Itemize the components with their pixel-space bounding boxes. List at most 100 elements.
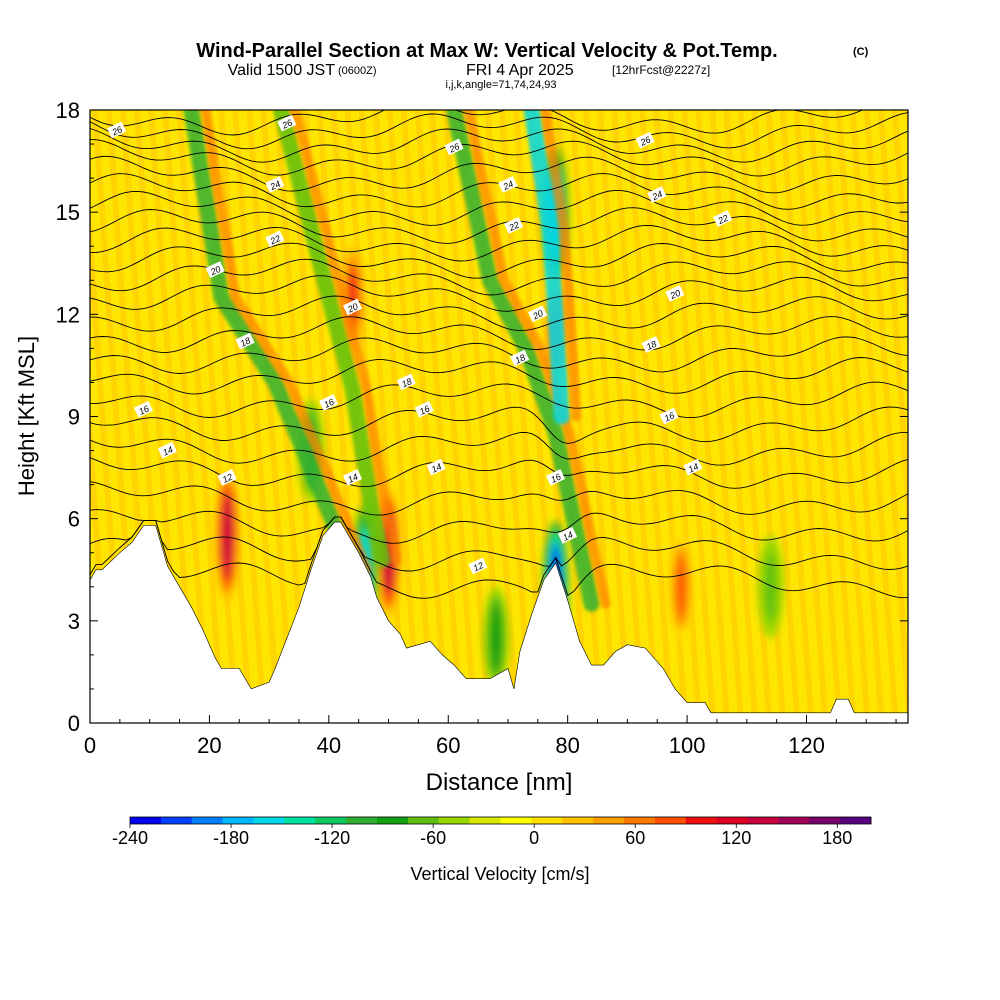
subtitle: Valid 1500 JST (0600Z) FRI 4 Apr 2025 [1… bbox=[228, 62, 711, 79]
colorbar-swatch-23 bbox=[840, 817, 872, 824]
svg-text:14: 14 bbox=[561, 530, 574, 543]
wave-band-up-2 bbox=[463, 110, 611, 609]
svg-text:26: 26 bbox=[638, 134, 652, 148]
svg-text:26: 26 bbox=[447, 141, 461, 155]
colorbar-swatch-14 bbox=[562, 817, 594, 824]
wave-band-up-3 bbox=[540, 110, 581, 422]
terrain bbox=[90, 521, 908, 723]
colorbar-tick-label-2: -120 bbox=[314, 828, 350, 848]
terrain-mask bbox=[90, 521, 908, 723]
forecast-info: [12hrFcst@2227z] bbox=[612, 63, 710, 77]
contour-label-8: 22 bbox=[504, 216, 524, 234]
contour-label-20: 16 bbox=[414, 400, 434, 418]
svg-text:24: 24 bbox=[268, 179, 282, 193]
colorbar-swatch-17 bbox=[654, 817, 687, 824]
theta-contour-11 bbox=[90, 295, 908, 332]
contour-label-3: 26 bbox=[635, 131, 655, 149]
svg-text:24: 24 bbox=[501, 179, 515, 193]
contour-label-7: 22 bbox=[265, 230, 285, 248]
valid-date: FRI 4 Apr 2025 bbox=[466, 62, 574, 79]
colorbar-swatch-10 bbox=[438, 817, 471, 824]
colorbar-tick-label-7: 180 bbox=[822, 828, 852, 848]
theta-contour-15 bbox=[90, 224, 908, 262]
svg-text:20: 20 bbox=[208, 264, 222, 278]
svg-text:12: 12 bbox=[221, 472, 234, 485]
chart-title: Wind-Parallel Section at Max W: Vertical… bbox=[196, 40, 777, 62]
y-tick-label-2: 6 bbox=[68, 507, 80, 532]
contour-label-6: 24 bbox=[647, 186, 667, 204]
contour-label-27: 16 bbox=[545, 468, 566, 486]
theta-contour-22 bbox=[90, 112, 908, 150]
updraft-core-0 bbox=[214, 469, 241, 602]
axes: 0 20 40 60 80 100 120 0 3 6 9 12 15 18 bbox=[56, 98, 908, 758]
theta-contour-3 bbox=[90, 481, 908, 516]
contour-label-19: 16 bbox=[319, 394, 339, 411]
svg-text:12: 12 bbox=[472, 560, 485, 573]
x-tick-label-1: 20 bbox=[197, 733, 221, 758]
colorbar-swatch-4 bbox=[253, 817, 285, 824]
theta-contour-9 bbox=[90, 336, 908, 374]
svg-text:14: 14 bbox=[430, 461, 443, 474]
theta-contour-0 bbox=[90, 516, 908, 599]
contour-label-23: 14 bbox=[342, 468, 363, 486]
colorbar-swatch-21 bbox=[778, 817, 810, 824]
contour-label-13: 20 bbox=[665, 285, 685, 302]
svg-text:16: 16 bbox=[322, 397, 335, 410]
colorbar-swatch-12 bbox=[500, 817, 532, 824]
theta-contours bbox=[90, 110, 908, 599]
colorbar-label: Vertical Velocity [cm/s] bbox=[410, 864, 589, 884]
contour-label-0: 26 bbox=[107, 121, 127, 139]
theta-contour-13 bbox=[90, 258, 908, 296]
colorbar-swatch-1 bbox=[160, 817, 193, 824]
valid-prefix: Valid 1500 JST bbox=[228, 62, 336, 79]
contour-label-12: 20 bbox=[528, 305, 548, 323]
svg-text:16: 16 bbox=[549, 472, 562, 485]
downdraft-core-9 bbox=[482, 586, 510, 690]
contour-label-15: 18 bbox=[396, 373, 416, 391]
theta-contour-7 bbox=[90, 381, 908, 419]
svg-text:14: 14 bbox=[161, 444, 174, 457]
contour-label-29: 12 bbox=[468, 557, 488, 575]
svg-text:18: 18 bbox=[513, 352, 526, 365]
contour-label-28: 12 bbox=[217, 468, 237, 486]
plot-area: 26 26 26 26 24 24 24 22 22 22 20 20 20 20 18 18 18 18 16 16… bbox=[90, 110, 908, 723]
colorbar-swatch-18 bbox=[685, 817, 718, 824]
x-tick-label-5: 100 bbox=[669, 733, 706, 758]
wave-band-3 bbox=[523, 110, 570, 425]
colorbar-tick-label-6: 120 bbox=[721, 828, 751, 848]
contour-label-24: 14 bbox=[426, 458, 446, 476]
theta-contour-5 bbox=[90, 431, 908, 466]
colorbar: -240 -180 -120 -60 0 60 120 180 bbox=[112, 816, 872, 848]
svg-text:20: 20 bbox=[668, 288, 682, 302]
theta-contour-8 bbox=[90, 357, 908, 395]
theta-contour-21 bbox=[90, 127, 908, 163]
svg-text:18: 18 bbox=[645, 339, 658, 352]
y-tick-label-1: 3 bbox=[68, 609, 80, 634]
theta-contour-12 bbox=[90, 275, 908, 312]
contour-label-5: 24 bbox=[498, 176, 518, 193]
theta-contour-2 bbox=[90, 509, 908, 544]
svg-text:22: 22 bbox=[716, 213, 730, 227]
title-mark: (C) bbox=[853, 46, 869, 58]
valid-zulu: (0600Z) bbox=[338, 65, 377, 77]
svg-text:18: 18 bbox=[400, 376, 413, 389]
contour-labels: 26 26 26 26 24 24 24 22 22 22 20 20 20 20 18 18 18 18 16 16… bbox=[107, 114, 733, 575]
theta-contour-17 bbox=[90, 189, 908, 226]
colorbar-tick-label-4: 0 bbox=[529, 828, 539, 848]
contour-label-11: 20 bbox=[342, 298, 363, 316]
wave-band-0 bbox=[183, 110, 361, 578]
wave-band-up-0 bbox=[200, 110, 372, 575]
colorbar-frame bbox=[129, 816, 872, 825]
colorbar-tick-label-0: -240 bbox=[112, 828, 148, 848]
svg-text:26: 26 bbox=[110, 124, 124, 138]
svg-text:14: 14 bbox=[346, 472, 359, 485]
contour-label-25: 14 bbox=[683, 458, 703, 476]
colorbar-swatch-20 bbox=[747, 817, 779, 824]
contour-label-17: 18 bbox=[641, 336, 661, 353]
theta-contour-16 bbox=[90, 207, 908, 244]
y-axis-label: Height [Kft MSL] bbox=[14, 336, 39, 496]
x-tick-label-2: 40 bbox=[317, 733, 341, 758]
theta-contour-19 bbox=[90, 155, 908, 194]
colorbar-swatch-0 bbox=[130, 817, 162, 824]
svg-text:16: 16 bbox=[137, 404, 150, 417]
